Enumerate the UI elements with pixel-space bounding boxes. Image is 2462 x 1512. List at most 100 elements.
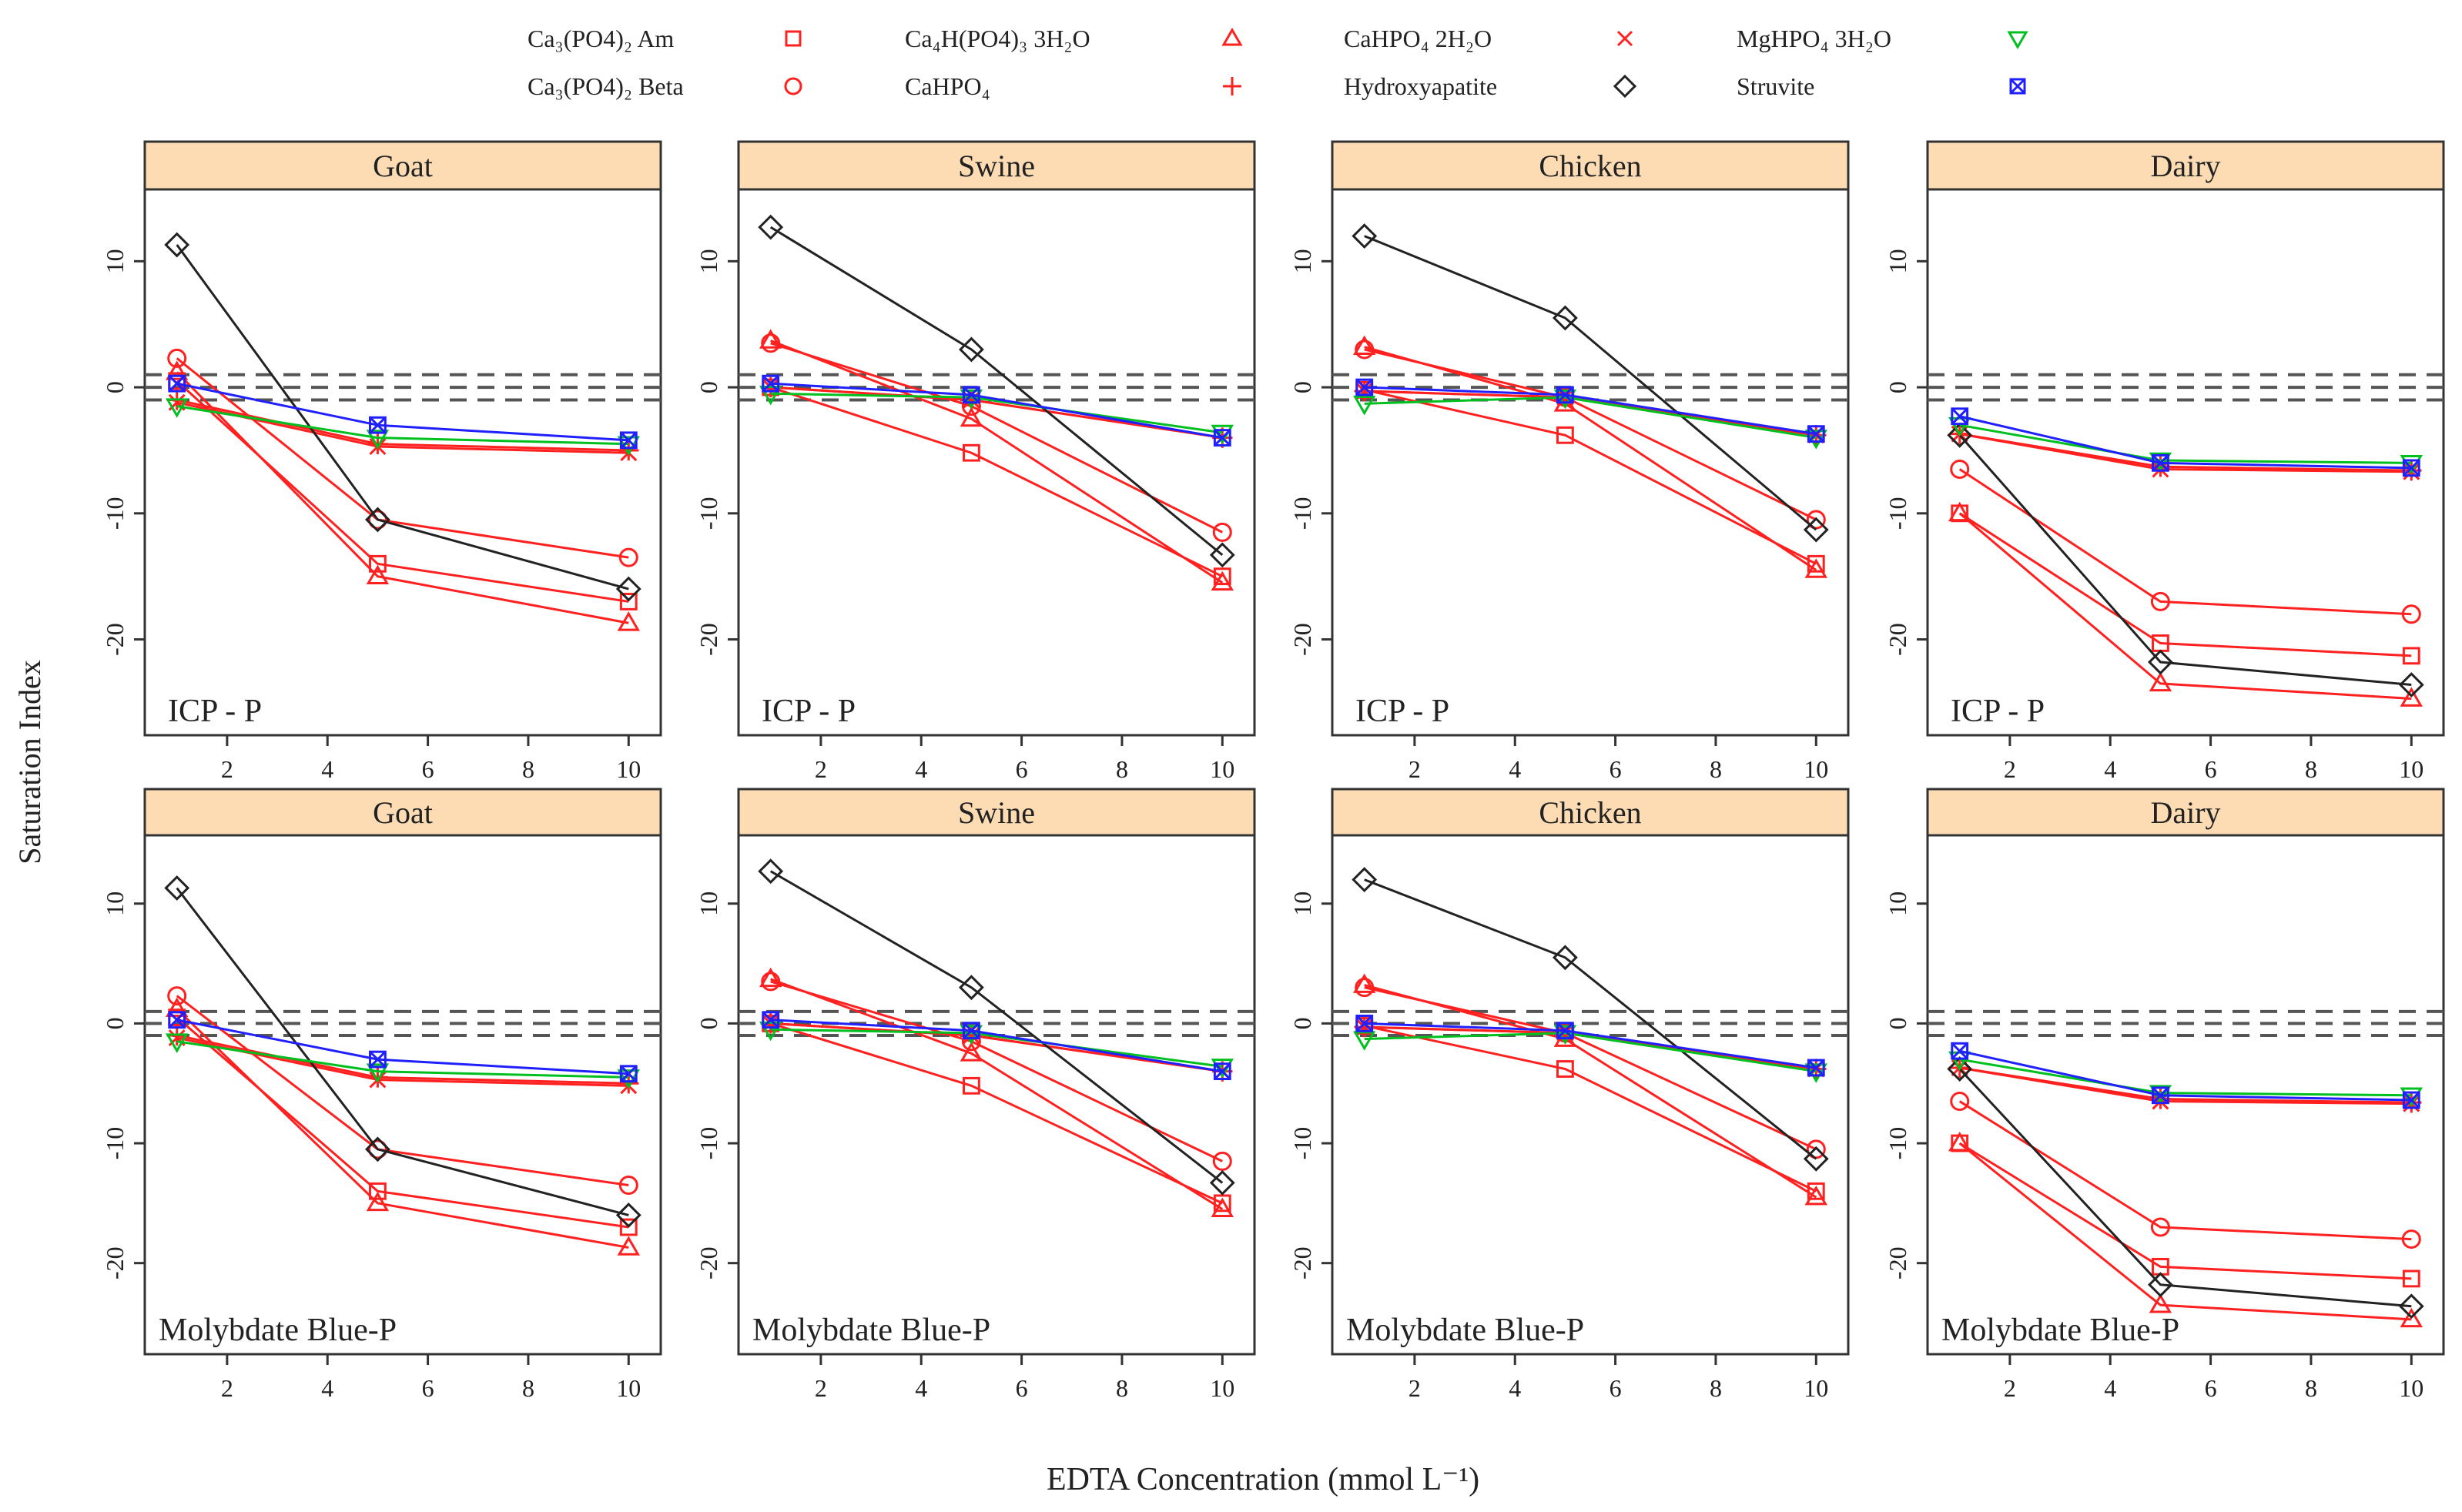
series-line	[176, 405, 629, 446]
panel-title: Goat	[373, 149, 433, 183]
series-line	[1364, 878, 1817, 1160]
data-point	[1353, 973, 1376, 993]
series-line	[770, 1028, 1223, 1068]
series-line	[176, 371, 629, 624]
series-line	[1959, 1058, 2412, 1097]
series-line	[770, 978, 1224, 1210]
data-point	[759, 329, 782, 349]
y-tick-label: 10	[1288, 249, 1316, 273]
plot-area	[737, 188, 1256, 737]
y-tick-label: -10	[1884, 497, 1911, 530]
series-line	[1958, 512, 2412, 701]
y-tick-label: -20	[1288, 623, 1316, 656]
y-tick-label: -10	[1884, 1127, 1911, 1160]
data-point	[2400, 1307, 2423, 1328]
y-tick-label: 10	[695, 249, 722, 273]
data-point	[168, 374, 186, 393]
series-line	[176, 380, 629, 603]
legend-item: Struvite	[1737, 72, 2026, 100]
x-tick-label: 4	[321, 1374, 333, 1402]
x-tick-label: 2	[2004, 755, 2016, 783]
legend-plus-icon	[1223, 77, 1241, 95]
data-point	[2402, 1269, 2420, 1288]
legend-square-icon	[785, 30, 802, 47]
legend-item: Hydroxyapatite	[1344, 72, 1637, 100]
series-boxed-x	[168, 1011, 638, 1083]
y-tick-label: -10	[695, 1127, 722, 1160]
data-point	[1804, 558, 1827, 578]
data-point	[1552, 945, 1578, 971]
x-tick-label: 10	[1210, 1374, 1234, 1402]
y-tick-label: -10	[101, 1127, 129, 1160]
y-tick-label: 0	[1288, 1017, 1316, 1029]
series-triangle	[166, 997, 640, 1256]
series-line	[1958, 468, 2412, 616]
data-point	[166, 360, 189, 380]
data-point	[618, 1176, 638, 1196]
y-tick-label: 0	[1884, 381, 1911, 393]
legend-x-icon	[1616, 30, 1633, 47]
series-line	[176, 1040, 629, 1079]
data-point	[963, 1022, 980, 1040]
y-tick-label: 0	[695, 1017, 722, 1029]
data-point	[1556, 386, 1574, 404]
data-point	[1213, 429, 1231, 447]
data-point	[615, 576, 641, 602]
data-point	[617, 1236, 640, 1256]
data-point	[369, 1182, 387, 1200]
legend-label: CaHPO₄ 2H₂O	[1344, 25, 1492, 52]
series-diamond	[1947, 422, 2424, 697]
legend-item: CaHPO₄ 2H₂O	[1344, 25, 1633, 52]
series-line	[769, 870, 1224, 1184]
data-point	[1212, 522, 1232, 542]
method-label: ICP - P	[1355, 694, 1449, 729]
panel-title: Dairy	[2150, 795, 2220, 830]
series-triangle	[1948, 501, 2423, 707]
panel-title: Chicken	[1539, 149, 1641, 183]
series-boxed-x	[1355, 378, 1825, 443]
data-point	[1352, 223, 1378, 249]
series-diamond	[164, 232, 641, 602]
panel-strip	[737, 788, 1256, 837]
y-axis-label: Saturation Index	[12, 660, 47, 865]
series-line	[1364, 1025, 1817, 1193]
series-boxed-x	[1951, 1042, 2420, 1109]
data-point	[1948, 1131, 1971, 1152]
data-point	[1947, 422, 1973, 448]
y-tick-label: 10	[1884, 891, 1911, 916]
method-label: Molybdate Blue-P	[752, 1313, 990, 1348]
series-circle	[1950, 1092, 2421, 1249]
series-diamond	[1352, 223, 1829, 543]
series-line	[770, 1022, 1223, 1205]
y-tick-label: 10	[695, 891, 722, 916]
data-point	[1947, 1056, 1973, 1082]
data-point	[759, 1021, 782, 1042]
data-point	[2402, 1091, 2420, 1109]
data-point	[1213, 1062, 1231, 1081]
data-point	[1951, 1042, 1969, 1060]
plot-area	[1331, 834, 1850, 1356]
x-tick-label: 2	[221, 755, 233, 783]
series-boxed-x	[1951, 407, 2420, 477]
data-point	[1950, 1092, 1970, 1112]
series-line	[1364, 235, 1817, 531]
series-line	[176, 244, 629, 590]
plot-area	[143, 188, 662, 737]
y-tick-label: 10	[101, 249, 129, 273]
y-tick-label: -10	[1288, 497, 1316, 530]
data-point	[366, 564, 390, 584]
data-point	[617, 611, 640, 631]
x-tick-label: 8	[1710, 1374, 1722, 1402]
data-point	[2402, 459, 2420, 477]
series-diamond	[758, 214, 1235, 568]
panel-title: Swine	[958, 795, 1035, 830]
data-point	[958, 336, 984, 363]
x-tick-label: 8	[522, 1374, 534, 1402]
data-point	[2152, 453, 2169, 472]
data-point	[2398, 672, 2424, 697]
data-point	[615, 1203, 641, 1228]
panel-title: Goat	[373, 795, 433, 830]
x-tick-label: 8	[1116, 1374, 1128, 1402]
panel-strip	[1331, 788, 1850, 837]
data-point	[1804, 1185, 1827, 1206]
